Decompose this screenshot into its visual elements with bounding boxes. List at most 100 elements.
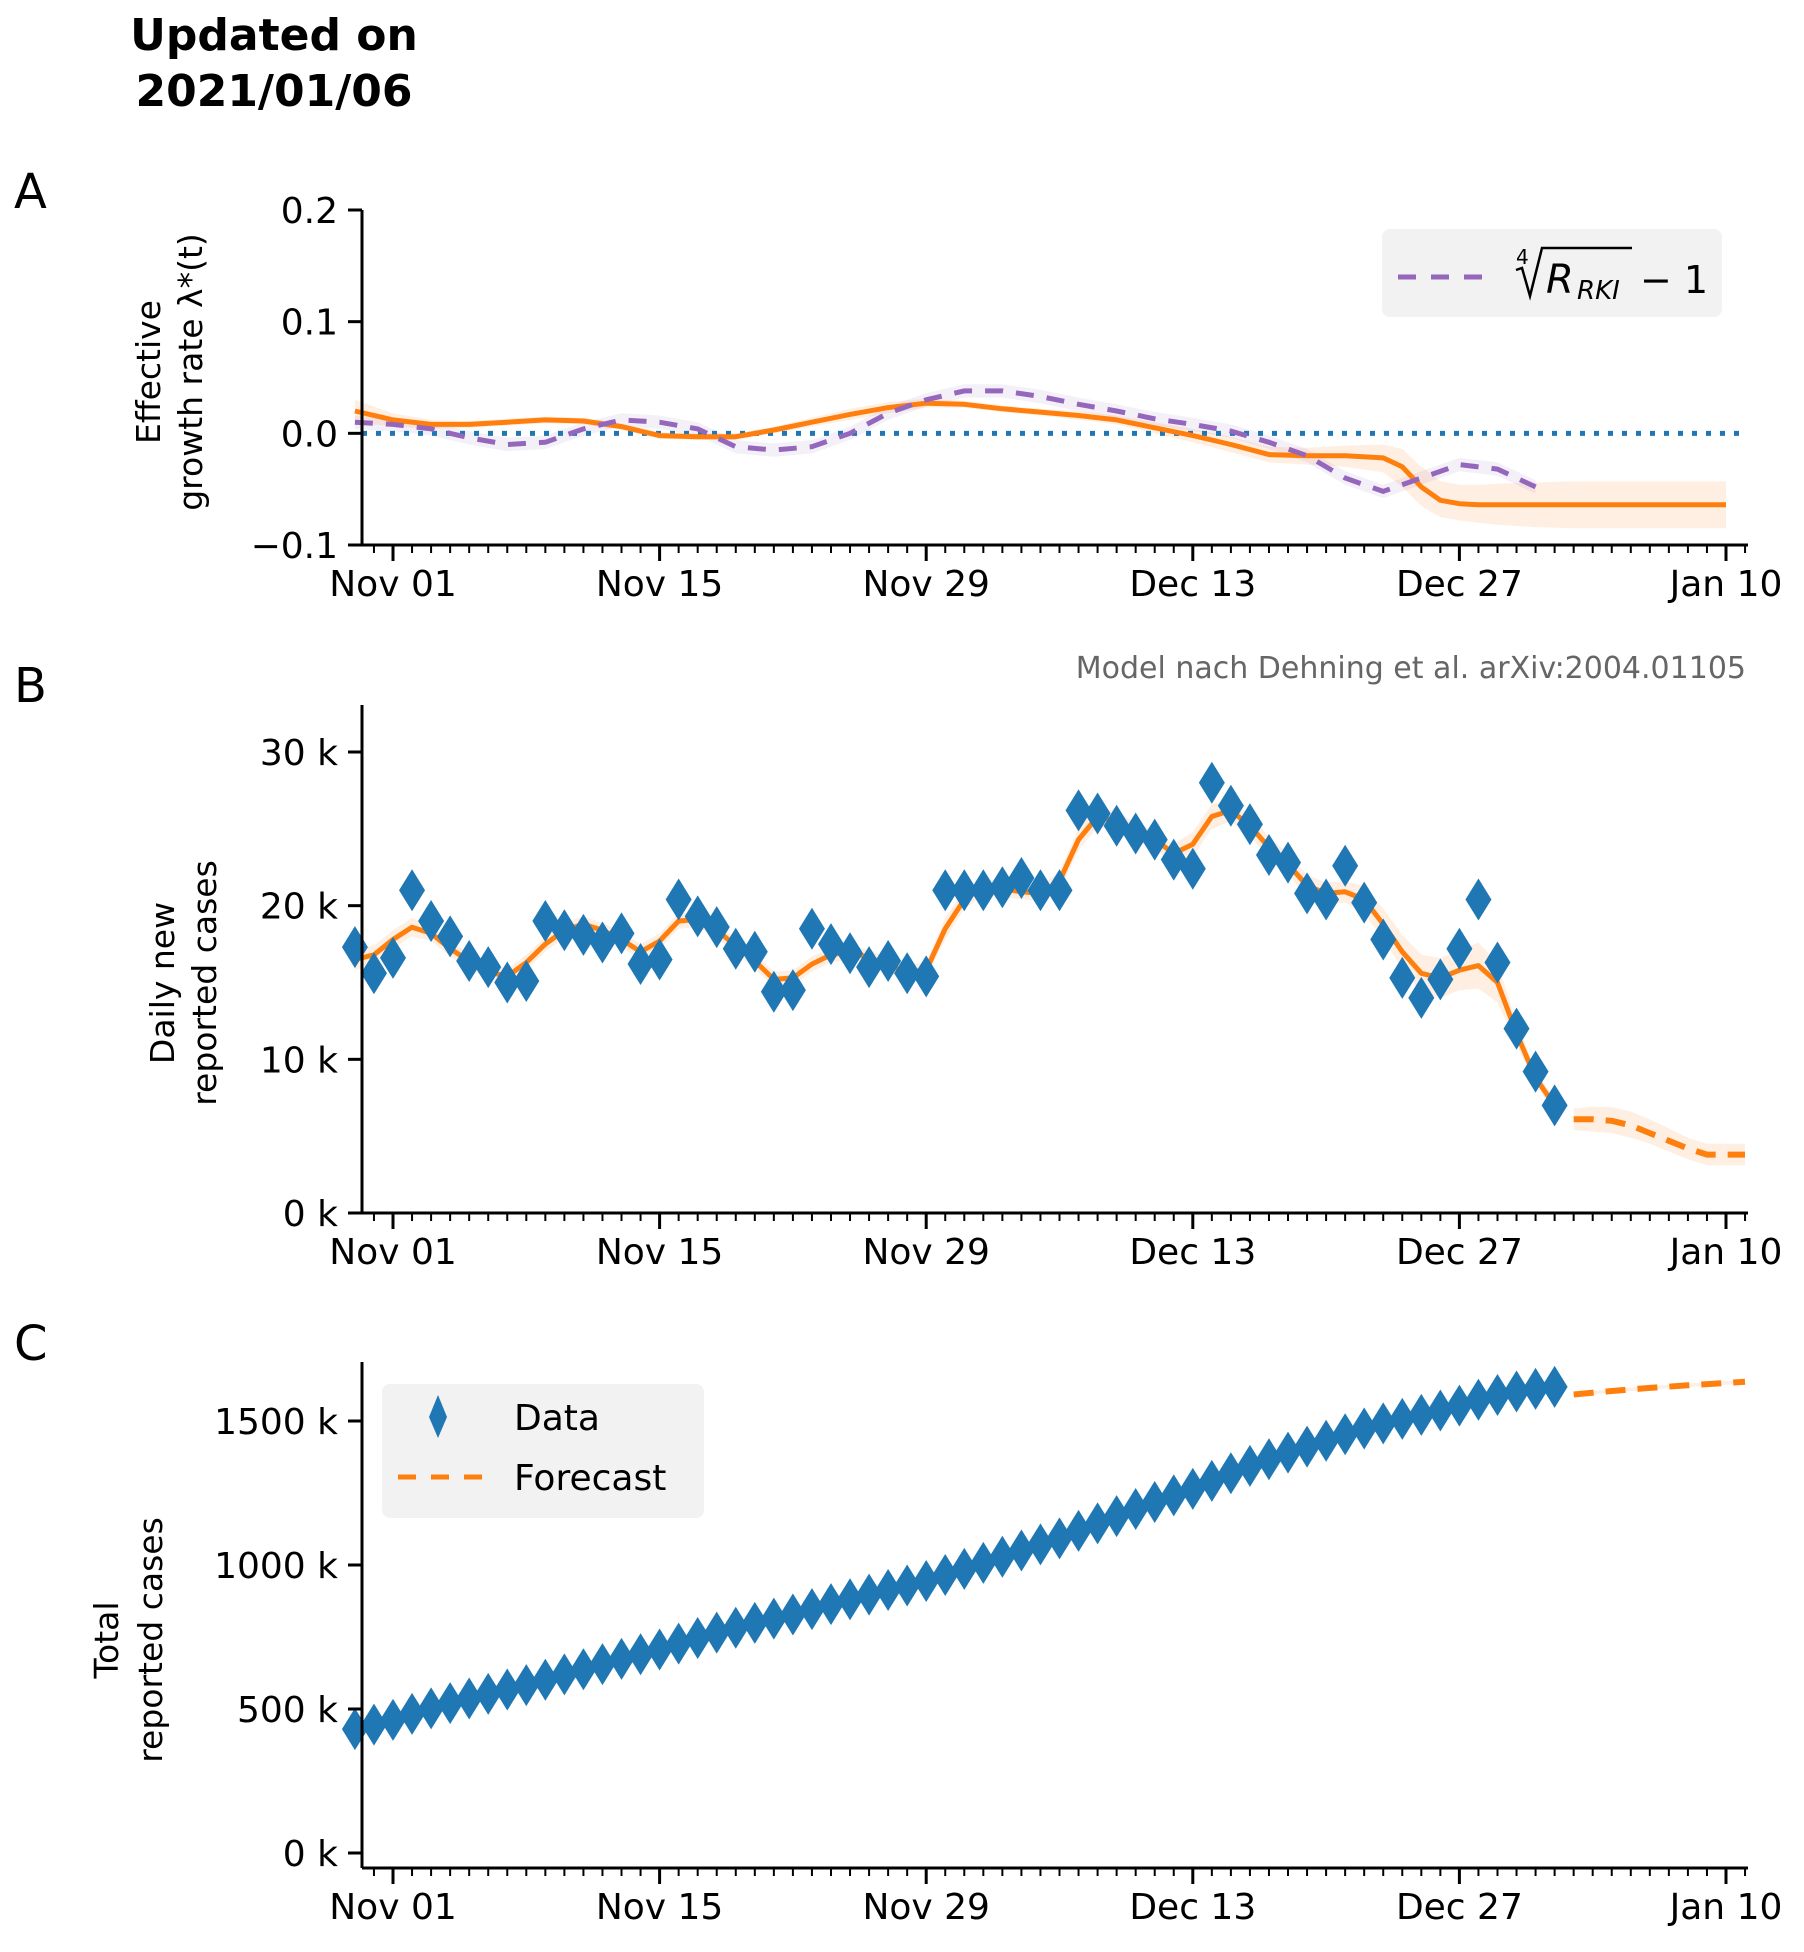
data-point bbox=[360, 952, 387, 995]
data-point bbox=[741, 930, 768, 973]
data-point bbox=[1217, 1452, 1244, 1495]
data-point bbox=[894, 952, 921, 995]
data-point bbox=[894, 1564, 921, 1607]
data-point bbox=[760, 1597, 787, 1640]
panel-a-ylabel-line-2: growth rate λ*(t) bbox=[171, 233, 210, 511]
data-point bbox=[1236, 1444, 1263, 1487]
data-point bbox=[380, 936, 406, 979]
data-point bbox=[1179, 847, 1206, 890]
data-point bbox=[1122, 812, 1149, 855]
data-point bbox=[1008, 1529, 1035, 1572]
data-point bbox=[1275, 1431, 1302, 1474]
data-point bbox=[970, 1541, 997, 1584]
data-point bbox=[1046, 869, 1073, 912]
panel-b-data-points bbox=[341, 761, 1568, 1127]
x-tick-label: Dec 13 bbox=[1129, 1887, 1256, 1928]
panel-b-axes: Nov 01 Nov 15 Nov 29 Dec 13 Dec 27 Jan 10 30 k… bbox=[260, 705, 1782, 1273]
x-tick-label: Nov 29 bbox=[862, 1232, 990, 1273]
panel-c-ylabel-line-1: Total bbox=[87, 1601, 126, 1679]
data-point bbox=[1503, 1007, 1530, 1050]
data-point bbox=[1027, 869, 1054, 912]
legend-r-subscript: RKI bbox=[1577, 276, 1620, 306]
legend-background bbox=[1382, 229, 1722, 317]
data-point bbox=[456, 939, 483, 982]
data-point bbox=[1255, 1438, 1282, 1481]
data-point bbox=[1275, 841, 1302, 884]
data-point bbox=[856, 1573, 883, 1616]
data-point bbox=[665, 878, 692, 921]
panel-letter-c: C bbox=[14, 1316, 48, 1372]
data-point bbox=[532, 1658, 559, 1701]
x-tick-label: Nov 29 bbox=[862, 1887, 990, 1928]
data-point bbox=[970, 869, 997, 912]
data-point bbox=[494, 1668, 521, 1711]
data-point bbox=[1522, 1367, 1549, 1410]
model-credible-band bbox=[354, 398, 1726, 529]
data-point bbox=[1389, 956, 1416, 999]
data-point bbox=[1065, 789, 1092, 832]
data-point bbox=[475, 946, 502, 989]
x-tick-label: Jan 10 bbox=[1668, 1232, 1783, 1273]
root-symbol bbox=[1515, 246, 1632, 301]
y-tick-label: 1000 k bbox=[214, 1546, 338, 1587]
data-point bbox=[532, 900, 559, 943]
data-point bbox=[722, 1606, 749, 1649]
forecast-band-area bbox=[1573, 1107, 1745, 1166]
legend-r-symbol: R bbox=[1546, 257, 1574, 303]
data-point bbox=[1160, 1474, 1187, 1517]
data-point bbox=[1522, 1050, 1549, 1093]
data-point bbox=[856, 946, 883, 989]
legend-data-label: Data bbox=[514, 1398, 600, 1439]
legend-background bbox=[382, 1384, 704, 1518]
data-point bbox=[817, 1583, 844, 1626]
data-point bbox=[1332, 1413, 1359, 1456]
data-point bbox=[760, 970, 787, 1013]
data-point bbox=[703, 1611, 730, 1654]
data-point bbox=[665, 1622, 692, 1665]
legend-forecast-label: Forecast bbox=[514, 1458, 666, 1499]
x-tick-label: Nov 29 bbox=[862, 564, 990, 605]
data-point bbox=[798, 1588, 825, 1631]
data-point bbox=[589, 1643, 616, 1686]
data-point bbox=[1179, 1467, 1206, 1510]
data-point bbox=[989, 866, 1016, 909]
data-point bbox=[1370, 918, 1397, 961]
y-tick-label: 0 k bbox=[283, 1834, 338, 1875]
panel-b-lines bbox=[354, 807, 1745, 1158]
data-point bbox=[1503, 1370, 1530, 1413]
data-point bbox=[989, 1535, 1016, 1578]
panel-a-ylabel-line-1: Effective bbox=[129, 300, 168, 444]
panel-a-growth-rate: Nov 01 Nov 15 Nov 29 Dec 13 Dec 27 Jan 10 0.2 0… bbox=[129, 191, 1782, 605]
data-point bbox=[1294, 872, 1321, 915]
data-point bbox=[646, 938, 673, 981]
data-point bbox=[1313, 878, 1340, 921]
data-point bbox=[875, 939, 902, 982]
data-point bbox=[1236, 803, 1263, 846]
data-point bbox=[551, 1653, 578, 1696]
data-point bbox=[1541, 1084, 1568, 1127]
model-band-area bbox=[354, 398, 1726, 529]
y-tick-label: 0.0 bbox=[281, 414, 338, 455]
y-tick-label: 1500 k bbox=[214, 1402, 338, 1443]
data-point bbox=[589, 921, 616, 964]
data-point bbox=[1427, 958, 1454, 1001]
data-point bbox=[399, 869, 426, 912]
model-fit-band bbox=[354, 799, 1745, 1166]
data-point bbox=[570, 913, 597, 956]
data-point bbox=[1465, 1378, 1492, 1421]
data-point bbox=[1446, 1384, 1473, 1427]
x-tick-label: Dec 13 bbox=[1129, 1232, 1256, 1273]
y-tick-label: −0.1 bbox=[251, 526, 338, 567]
panel-letter-b: B bbox=[14, 658, 47, 714]
y-tick-label: 30 k bbox=[260, 733, 338, 774]
x-tick-label: Nov 01 bbox=[329, 564, 457, 605]
x-tick-label: Dec 27 bbox=[1396, 1232, 1523, 1273]
y-tick-label: 0 k bbox=[283, 1194, 338, 1235]
data-point bbox=[418, 1687, 445, 1730]
x-tick-label: Dec 27 bbox=[1396, 564, 1523, 605]
data-point bbox=[627, 943, 654, 986]
data-point bbox=[1065, 1509, 1092, 1552]
panel-c-lines bbox=[1573, 1378, 1746, 1398]
data-point bbox=[1370, 1402, 1397, 1445]
data-point bbox=[779, 969, 806, 1012]
